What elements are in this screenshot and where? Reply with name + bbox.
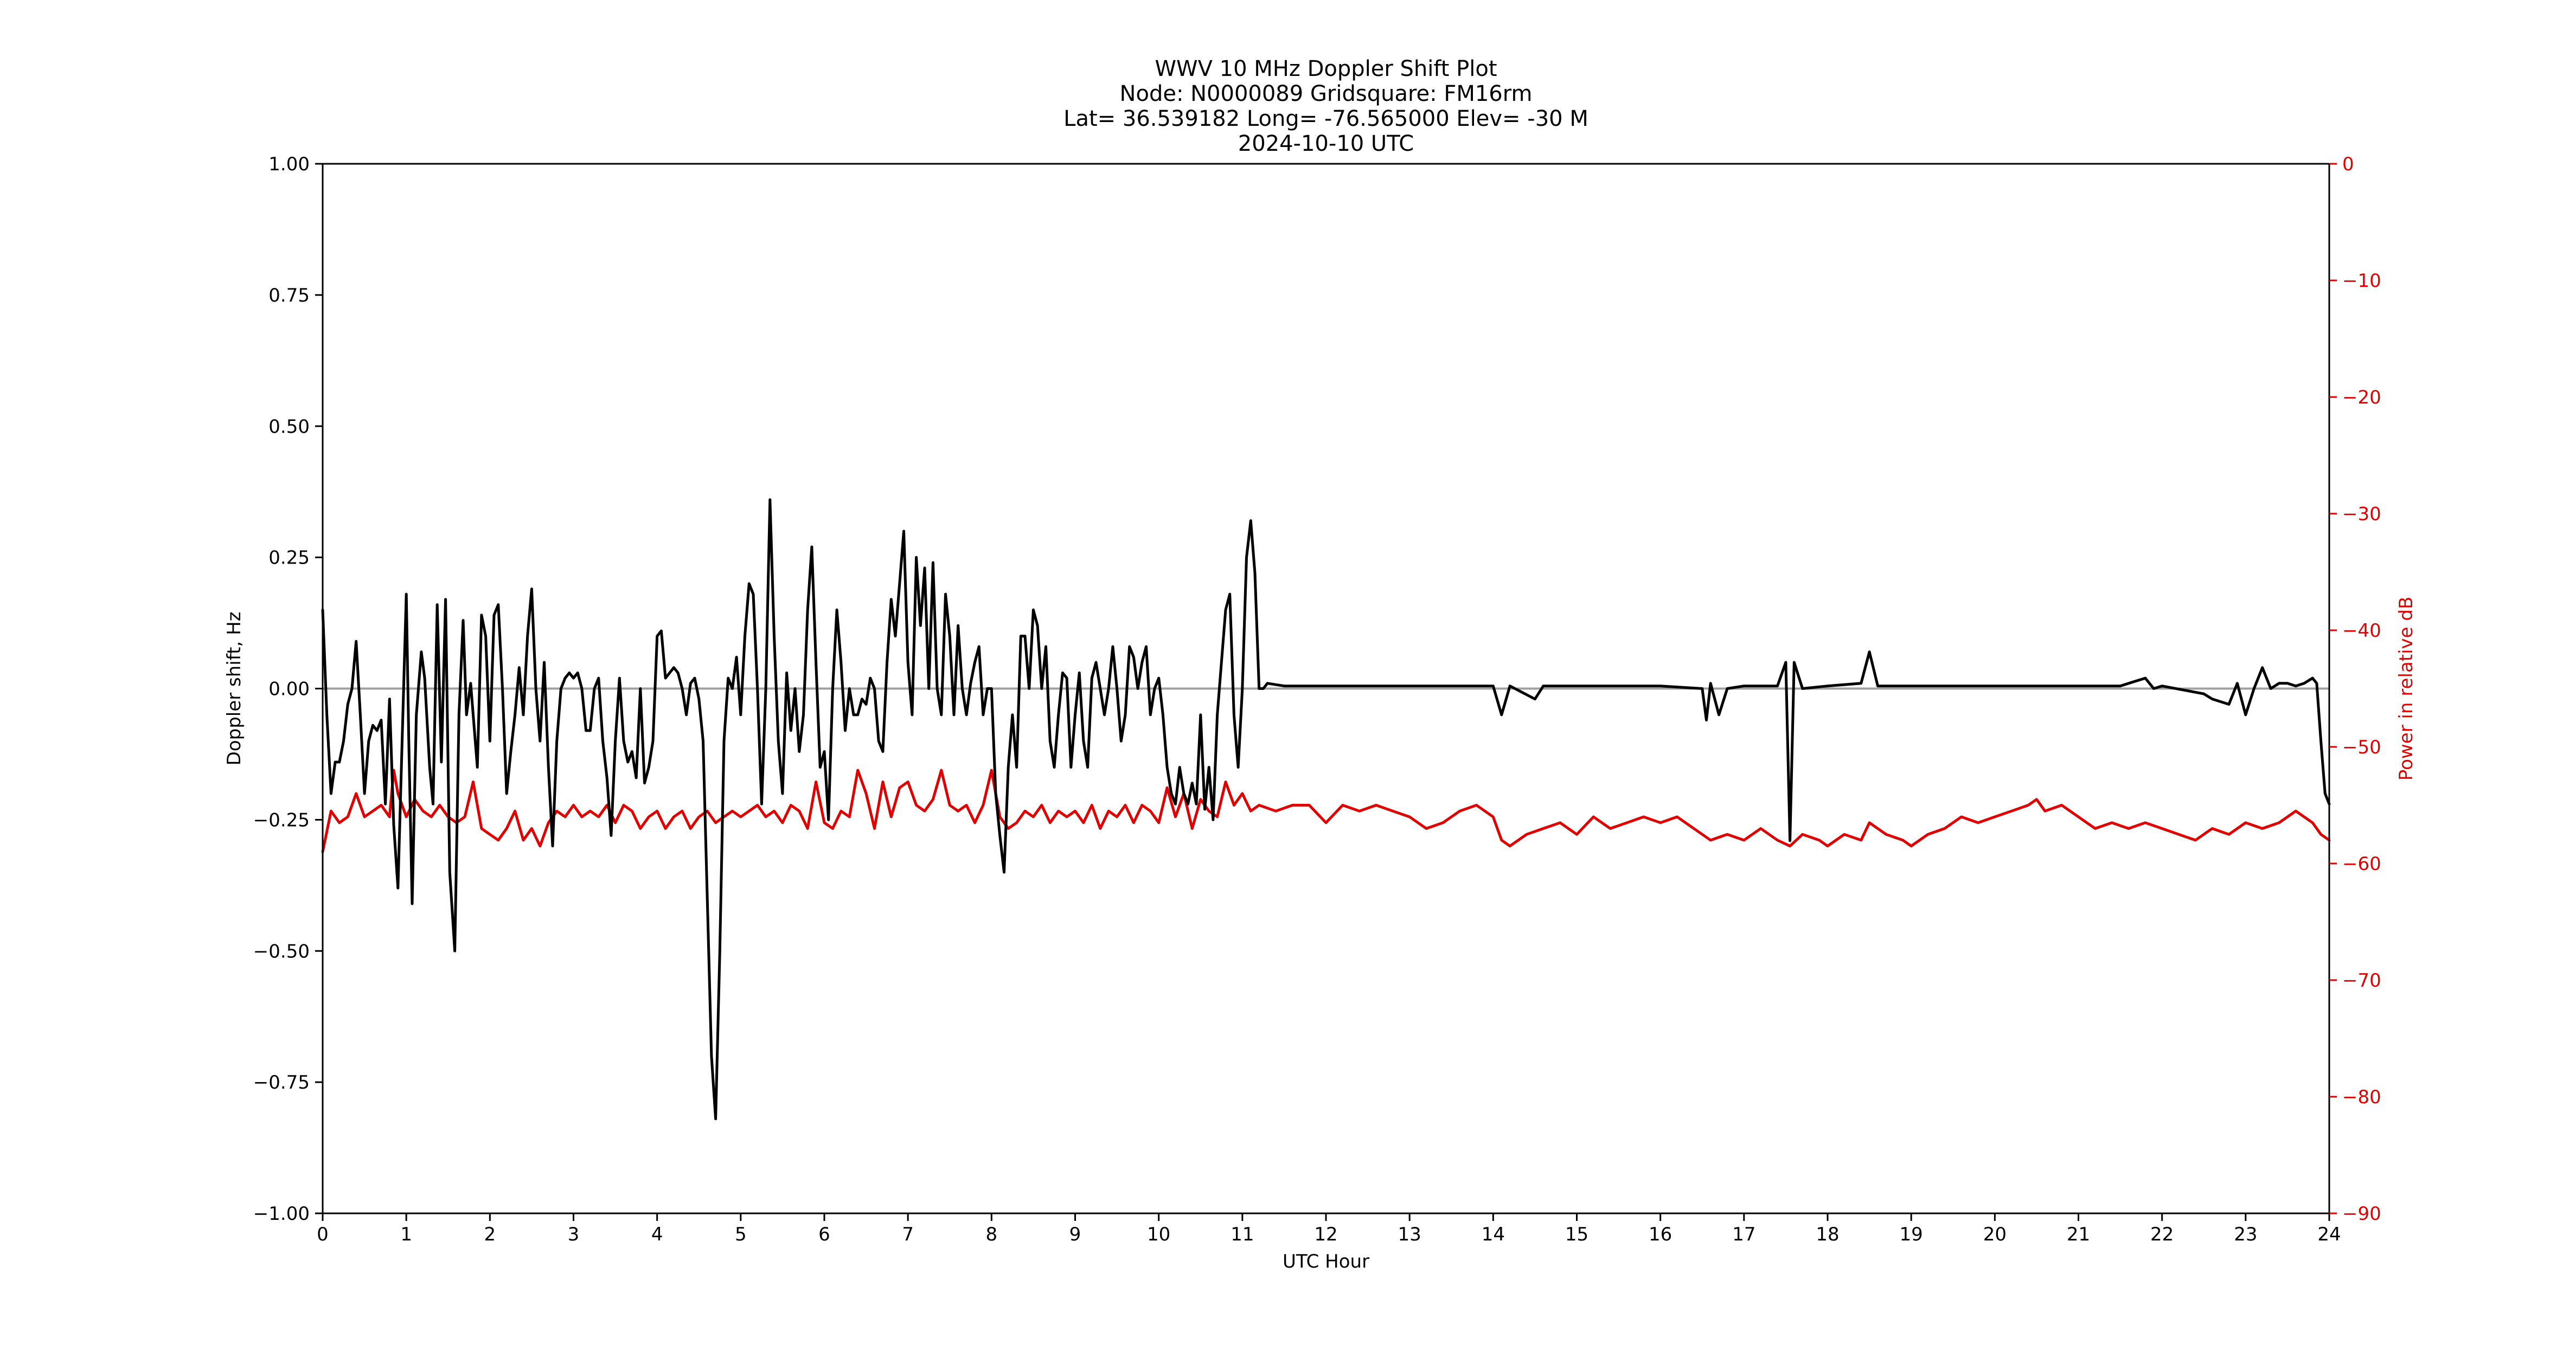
x-tick-label: 1: [400, 1224, 412, 1245]
series-group: [321, 498, 2331, 1121]
y2-tick-label: −20: [2342, 387, 2381, 408]
power-series-line: [321, 769, 2331, 853]
x-tick-label: 3: [568, 1224, 580, 1245]
y-tick-label: −1.00: [253, 1203, 310, 1225]
doppler-series-line: [321, 498, 2331, 1121]
y2-tick-label: −70: [2342, 970, 2381, 992]
x-tick-label: 18: [1816, 1224, 1839, 1245]
y2-tick-label: −10: [2342, 270, 2381, 292]
y-axis-label: Doppler shift, Hz: [223, 612, 245, 766]
x-tick-label: 5: [735, 1224, 747, 1245]
y2-tick-label: 0: [2342, 153, 2354, 175]
x-axis-label: UTC Hour: [1283, 1251, 1369, 1272]
y-tick-label: 0.25: [268, 547, 310, 569]
x-axis-ticks: 0 1 2 3 4 5 6 7 8 9 10 11 12 13 14 15 16 17 18 19 20 21 22 23 24: [317, 1213, 2341, 1245]
x-tick-label: 12: [1314, 1224, 1337, 1245]
x-tick-label: 22: [2150, 1224, 2174, 1245]
x-tick-label: 17: [1732, 1224, 1755, 1245]
y2-tick-label: −80: [2342, 1086, 2381, 1108]
x-tick-label: 2: [484, 1224, 496, 1245]
x-tick-label: 4: [651, 1224, 663, 1245]
y2-tick-label: −50: [2342, 737, 2381, 758]
x-tick-label: 19: [1900, 1224, 1923, 1245]
y-tick-label: −0.50: [253, 941, 310, 962]
y-tick-label: 0.50: [268, 416, 310, 438]
y-axis-ticks: 1.00 0.75 0.50 0.25 0.00 −0.25 −0.50 −0.75 −1.00: [253, 153, 323, 1225]
x-tick-label: 20: [1983, 1224, 2007, 1245]
x-tick-label: 13: [1398, 1224, 1421, 1245]
x-tick-label: 0: [317, 1224, 329, 1245]
y2-axis-ticks: 0 −10 −20 −30 −40 −50 −60 −70 −80 −90: [2329, 153, 2381, 1225]
title-line: Lat= 36.539182 Long= -76.565000 Elev= -3…: [1063, 106, 1588, 131]
x-tick-label: 11: [1231, 1224, 1254, 1245]
x-tick-label: 24: [2317, 1224, 2341, 1245]
title-line: WWV 10 MHz Doppler Shift Plot: [1155, 56, 1497, 81]
x-tick-label: 7: [902, 1224, 914, 1245]
y2-axis-label: Power in relative dB: [2395, 597, 2417, 781]
x-tick-label: 21: [2067, 1224, 2090, 1245]
title-line: Node: N0000089 Gridsquare: FM16rm: [1120, 81, 1533, 106]
x-tick-label: 9: [1069, 1224, 1081, 1245]
x-tick-label: 8: [986, 1224, 998, 1245]
title-line: 2024-10-10 UTC: [1238, 131, 1414, 156]
x-tick-label: 23: [2234, 1224, 2257, 1245]
x-tick-label: 16: [1649, 1224, 1672, 1245]
y-tick-label: −0.25: [253, 809, 310, 831]
y-tick-label: 0.00: [268, 679, 310, 700]
y-tick-label: 1.00: [268, 153, 310, 175]
y2-tick-label: −40: [2342, 620, 2381, 642]
x-tick-label: 10: [1147, 1224, 1170, 1245]
y2-tick-label: −60: [2342, 853, 2381, 875]
y-tick-label: 0.75: [268, 285, 310, 306]
y-tick-label: −0.75: [253, 1072, 310, 1093]
y2-tick-label: −90: [2342, 1203, 2381, 1225]
x-tick-label: 14: [1482, 1224, 1505, 1245]
x-tick-label: 6: [818, 1224, 830, 1245]
x-tick-label: 15: [1565, 1224, 1588, 1245]
y2-tick-label: −30: [2342, 503, 2381, 525]
